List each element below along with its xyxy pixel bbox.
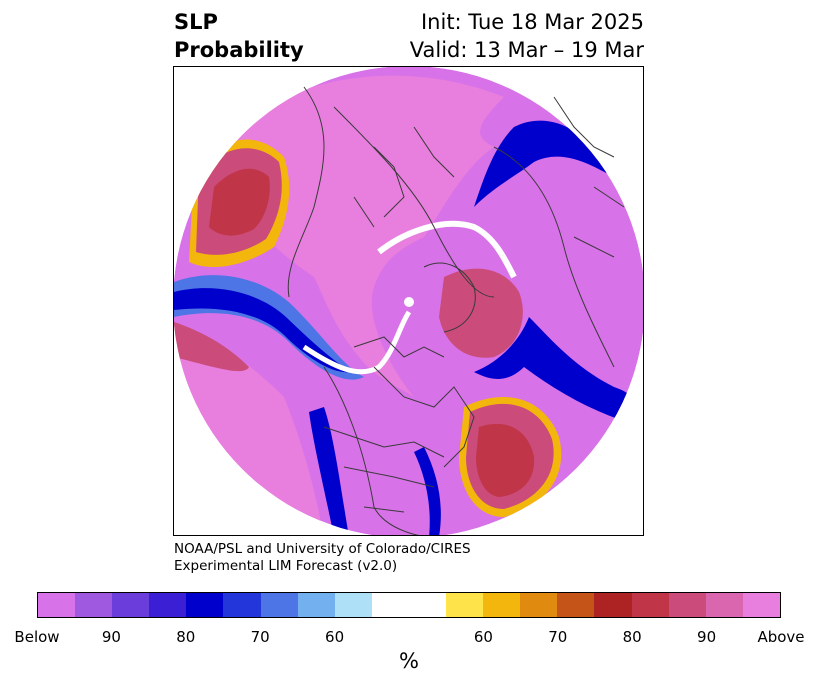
colorbar-tick-label: 90 (697, 628, 717, 646)
probability-map (173, 66, 644, 536)
colorbar-tick-label: 60 (325, 628, 345, 646)
colorbar-segment (742, 593, 780, 617)
forecast-dates: Init: Tue 18 Mar 2025 Valid: 13 Mar – 19… (410, 8, 644, 64)
coastlines (287, 86, 625, 535)
above-eastpacific-edge (174, 322, 249, 372)
colorbar-tick-label: Above (757, 628, 805, 646)
colorbar-tick-label: 80 (176, 628, 196, 646)
coast-arctic-islands (353, 336, 445, 358)
zero-contour-west (302, 310, 412, 375)
north-pole-marker (404, 297, 414, 307)
colorbar-segment (668, 593, 706, 617)
asia-borders (353, 126, 455, 228)
colorbar-segment (594, 593, 632, 617)
colorbar-segment (223, 593, 261, 617)
colorbar-tick-label: 70 (548, 628, 568, 646)
coast-greenland (423, 262, 476, 333)
colorbar-segment (75, 593, 113, 617)
above-atlantic-core (476, 423, 535, 497)
valid-range: Valid: 13 Mar – 19 Mar (409, 38, 644, 62)
map-title: SLP Probability (174, 8, 304, 64)
below-band-eastcoast (414, 447, 441, 535)
colorbar (37, 592, 781, 618)
colorbar-tick-label: 90 (101, 628, 121, 646)
colorbar-segment (38, 593, 76, 617)
below-band-europe (474, 120, 614, 207)
colorbar-segment (631, 593, 669, 617)
colorbar-segment (520, 593, 558, 617)
colorbar-tick-label: 60 (473, 628, 493, 646)
probability-field (174, 67, 643, 535)
coast-europe (493, 146, 615, 368)
colorbar-unit: % (399, 649, 419, 673)
credit-line1: NOAA/PSL and University of Colorado/CIRE… (174, 541, 471, 557)
colorbar-tick-label: 70 (250, 628, 270, 646)
init-date: Init: Tue 18 Mar 2025 (420, 10, 644, 34)
coast-north-america (323, 366, 420, 535)
above-region-canada (330, 113, 436, 297)
below-band-westcoast (309, 407, 349, 535)
above-region-arctic (234, 75, 504, 397)
map-title-line2: Probability (174, 38, 304, 62)
colorbar-segment (371, 593, 447, 617)
colorbar-segment (186, 593, 224, 617)
colorbar-tick-label: 80 (622, 628, 642, 646)
colorbar-segment (557, 593, 595, 617)
source-credit: NOAA/PSL and University of Colorado/CIRE… (174, 541, 471, 575)
colorbar-segment (260, 593, 298, 617)
colorbar-segment (483, 593, 521, 617)
colorbar-segment (446, 593, 484, 617)
colorbar-segment (149, 593, 187, 617)
above-region-north-atlantic (439, 268, 523, 358)
colorbar-segment (705, 593, 743, 617)
us-state-lines (323, 426, 445, 513)
coast-gulf (373, 366, 475, 468)
credit-line2: Experimental LIM Forecast (v2.0) (174, 558, 398, 574)
map-title-line1: SLP (174, 10, 218, 34)
colorbar-tick-label: Below (14, 628, 60, 646)
europe-borders (553, 96, 625, 258)
below-band-atlantic (474, 317, 643, 427)
colorbar-segment (297, 593, 335, 617)
polar-map-svg (174, 67, 643, 535)
above-pacific-core (209, 168, 270, 236)
colorbar-segment (334, 593, 372, 617)
colorbar-segment (112, 593, 150, 617)
zero-contour-north (377, 220, 517, 279)
coast-siberia (287, 86, 325, 298)
